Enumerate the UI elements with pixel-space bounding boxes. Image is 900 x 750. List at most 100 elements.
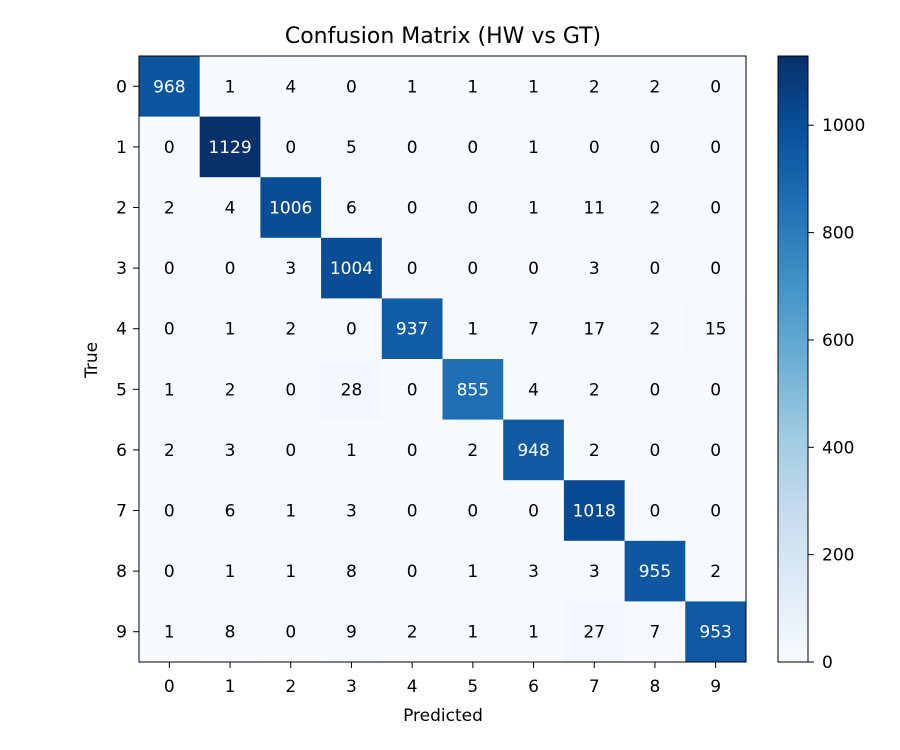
heatmap-cell — [139, 419, 201, 481]
cell-value-label: 0 — [164, 259, 175, 279]
heatmap-cell — [139, 359, 201, 421]
cell-value-label: 11 — [583, 199, 605, 219]
heatmap-cell — [624, 116, 686, 178]
heatmap-cell — [199, 177, 261, 239]
heatmap-cell — [503, 540, 565, 602]
cell-value-label: 0 — [528, 502, 539, 522]
cell-value-label: 0 — [710, 77, 721, 97]
cell-value-label: 3 — [285, 259, 296, 279]
cell-value-label: 1006 — [269, 199, 312, 219]
cell-value-label: 0 — [710, 138, 721, 158]
heatmap-cell — [321, 177, 383, 239]
cell-value-label: 937 — [396, 320, 428, 340]
cell-value-label: 1129 — [208, 138, 251, 158]
heatmap-cell — [381, 116, 443, 178]
heatmap-cell — [260, 237, 322, 299]
heatmap-cell — [563, 601, 626, 663]
heatmap-cell — [139, 480, 201, 542]
cell-value-label: 0 — [467, 259, 478, 279]
colorbar-tick-label: 0 — [822, 653, 833, 673]
cell-value-label: 2 — [225, 380, 236, 400]
heatmap-cell — [624, 480, 686, 542]
heatmap-cell — [321, 298, 383, 360]
heatmap-cell — [685, 116, 747, 178]
cell-value-label: 8 — [225, 623, 236, 643]
cell-value-label: 2 — [589, 77, 600, 97]
heatmap-cell — [381, 359, 443, 421]
cell-value-label: 1018 — [573, 502, 616, 522]
heatmap-cell — [321, 480, 383, 542]
heatmap-cell — [685, 237, 747, 299]
cell-value-label: 1 — [467, 320, 478, 340]
heatmap-cell — [381, 177, 443, 239]
cell-value-label: 1 — [467, 623, 478, 643]
cell-value-label: 3 — [225, 441, 236, 461]
heatmap-cell — [442, 298, 504, 360]
cell-value-label: 1 — [164, 380, 175, 400]
heatmap-cell — [199, 116, 261, 178]
heatmap-cell — [563, 298, 626, 360]
heatmap-cell — [381, 601, 443, 663]
cell-value-label: 1 — [407, 77, 418, 97]
heatmap-cell — [563, 237, 626, 299]
cell-value-label: 2 — [650, 199, 661, 219]
cell-value-label: 0 — [650, 502, 661, 522]
heatmap-cell — [442, 116, 504, 178]
heatmap-cell — [199, 540, 261, 602]
cell-value-label: 3 — [346, 502, 357, 522]
cell-value-label: 0 — [650, 380, 661, 400]
cell-value-label: 1 — [528, 199, 539, 219]
heatmap-cell — [503, 116, 565, 178]
cell-value-label: 0 — [710, 380, 721, 400]
cell-value-label: 0 — [285, 623, 296, 643]
heatmap-cell — [624, 237, 686, 299]
cell-value-label: 0 — [346, 77, 357, 97]
x-tick-label: 8 — [650, 677, 661, 697]
heatmap-cell — [624, 56, 686, 118]
heatmap-cell — [624, 419, 686, 481]
heatmap-cell — [503, 56, 565, 118]
heatmap-cell — [139, 298, 201, 360]
y-tick-label: 3 — [116, 259, 127, 279]
heatmap-cell — [199, 419, 261, 481]
y-axis-ticks: 0 1 2 3 4 5 6 7 8 9 — [116, 77, 139, 643]
x-tick-label: 7 — [589, 677, 600, 697]
heatmap-cell — [503, 237, 565, 299]
heatmap-cell — [260, 480, 322, 542]
cell-value-label: 0 — [407, 380, 418, 400]
heatmap-cell — [321, 56, 383, 118]
cell-value-label: 0 — [407, 259, 418, 279]
x-tick-label: 2 — [285, 677, 296, 697]
x-tick-label: 4 — [407, 677, 418, 697]
heatmap-cell — [503, 480, 565, 542]
heatmap-cell — [563, 480, 626, 542]
heatmap-cell — [199, 359, 261, 421]
cell-value-label: 2 — [285, 320, 296, 340]
cell-value-label: 6 — [346, 199, 357, 219]
heatmap-cell — [381, 298, 443, 360]
cell-value-label: 7 — [528, 320, 539, 340]
cell-value-label: 6 — [225, 502, 236, 522]
heatmap-cell — [624, 540, 686, 602]
heatmap-cell — [139, 56, 201, 118]
heatmap-cell — [503, 419, 565, 481]
heatmap-cell — [139, 237, 201, 299]
y-axis-label: True — [82, 342, 102, 379]
cell-value-label: 0 — [650, 259, 661, 279]
cell-value-label: 1 — [225, 562, 236, 582]
x-axis-ticks: 0 1 2 3 4 5 6 7 8 9 — [164, 662, 721, 697]
heatmap-cell — [260, 116, 322, 178]
heatmap-cell — [321, 237, 383, 299]
heatmap-cell-labels: 968 1 4 0 1 1 1 2 2 00 1129 0 5 0 0 1 0 0 02 4 1006 6 0 0 1 11 2 00… — [153, 77, 732, 642]
heatmap-cell — [260, 419, 322, 481]
cell-value-label: 5 — [346, 138, 357, 158]
cell-value-label: 0 — [528, 259, 539, 279]
heatmap-cell — [563, 540, 626, 602]
cell-value-label: 1 — [225, 320, 236, 340]
x-tick-label: 9 — [710, 677, 721, 697]
cell-value-label: 0 — [164, 320, 175, 340]
cell-value-label: 2 — [589, 380, 600, 400]
heatmap-cell — [685, 480, 747, 542]
cell-value-label: 1 — [164, 623, 175, 643]
cell-value-label: 2 — [467, 441, 478, 461]
